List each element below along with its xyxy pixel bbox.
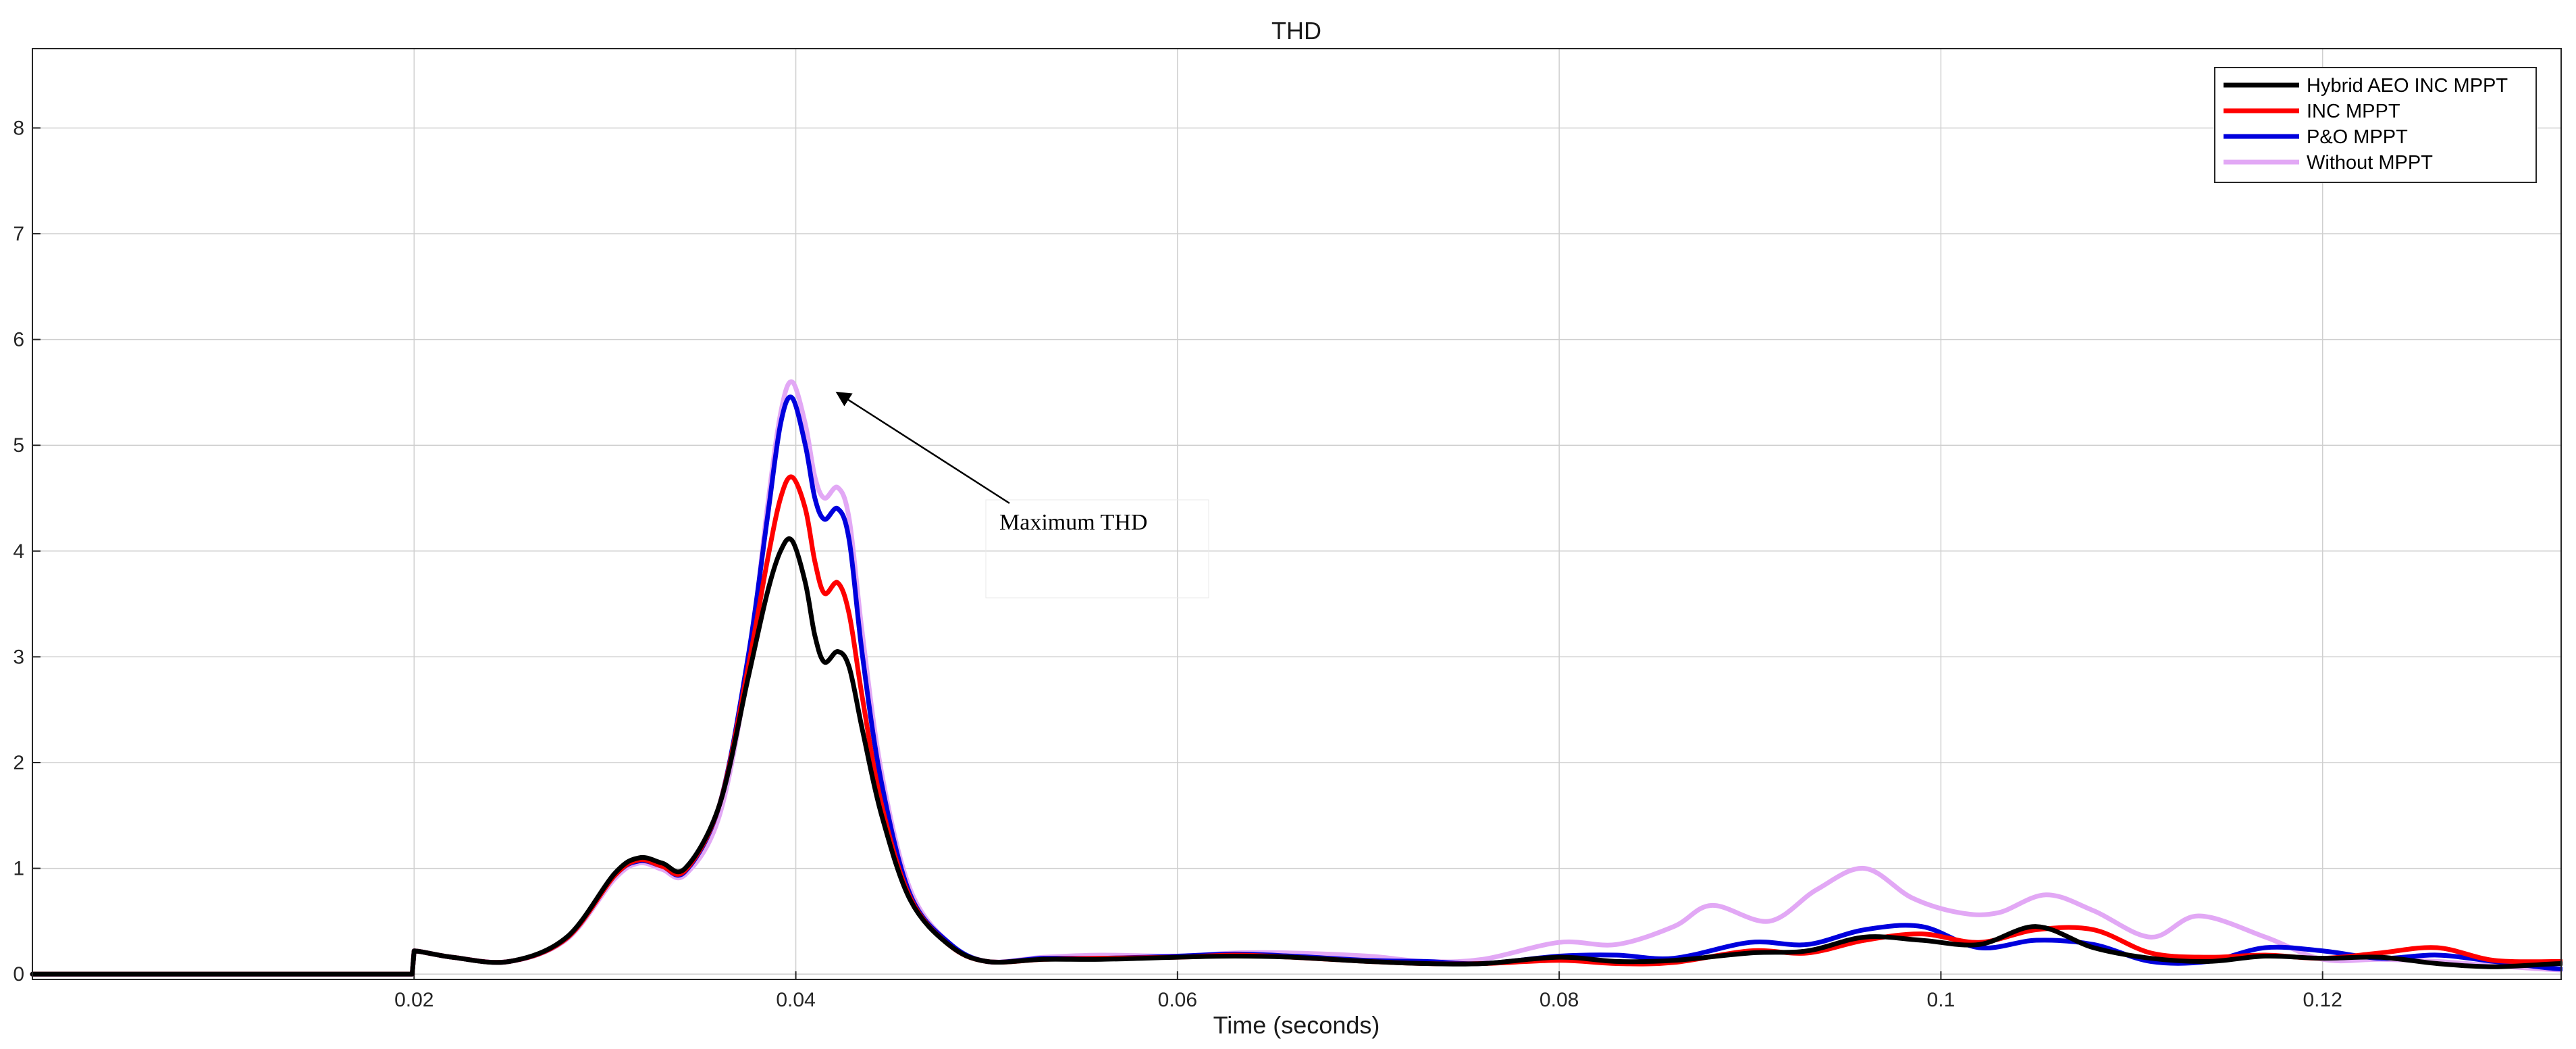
series-line-hybrid-aeo-inc-mppt <box>30 536 2562 977</box>
chart-title: THD <box>1271 17 1321 45</box>
x-axis: 0.02 0.04 0.06 0.08 0.1 0.12 <box>394 971 2342 1011</box>
legend-label: Without MPPT <box>2307 152 2433 174</box>
y-tick-label: 5 <box>13 434 24 457</box>
annotation-box <box>985 499 1209 598</box>
annotation-maximum-thd: Maximum THD <box>835 391 1209 598</box>
x-tick-label: 0.04 <box>776 989 815 1011</box>
legend: Hybrid AEO INC MPPT INC MPPT P&O MPPT Witho… <box>2214 67 2537 183</box>
x-tick-label: 0.12 <box>2303 989 2342 1011</box>
x-tick-label: 0.08 <box>1540 989 1579 1011</box>
x-axis-label: Time (seconds) <box>1213 1011 1380 1039</box>
y-tick-label: 0 <box>13 963 24 986</box>
plot-border <box>32 48 2562 980</box>
x-tick-label: 0.1 <box>1927 989 1955 1011</box>
grid-lines <box>32 49 2561 979</box>
y-tick-label: 8 <box>13 117 24 139</box>
x-tick-label: 0.06 <box>1158 989 1197 1011</box>
y-tick-label: 4 <box>13 540 24 563</box>
series-lines <box>30 379 2562 977</box>
y-tick-label: 7 <box>13 223 24 245</box>
plot-area <box>32 49 2561 979</box>
y-tick-label: 1 <box>13 858 24 880</box>
x-tick-label: 0.02 <box>394 989 433 1011</box>
y-tick-label: 3 <box>13 646 24 668</box>
legend-label: Hybrid AEO INC MPPT <box>2307 75 2508 97</box>
annotation-arrow <box>835 391 1010 505</box>
y-tick-label: 2 <box>13 752 24 774</box>
y-tick-label: 6 <box>13 329 24 351</box>
legend-label: P&O MPPT <box>2307 126 2408 148</box>
legend-label: INC MPPT <box>2307 101 2400 122</box>
y-axis: 0 1 2 3 4 5 6 7 8 <box>13 117 41 986</box>
annotation-text: Maximum THD <box>999 510 1147 535</box>
